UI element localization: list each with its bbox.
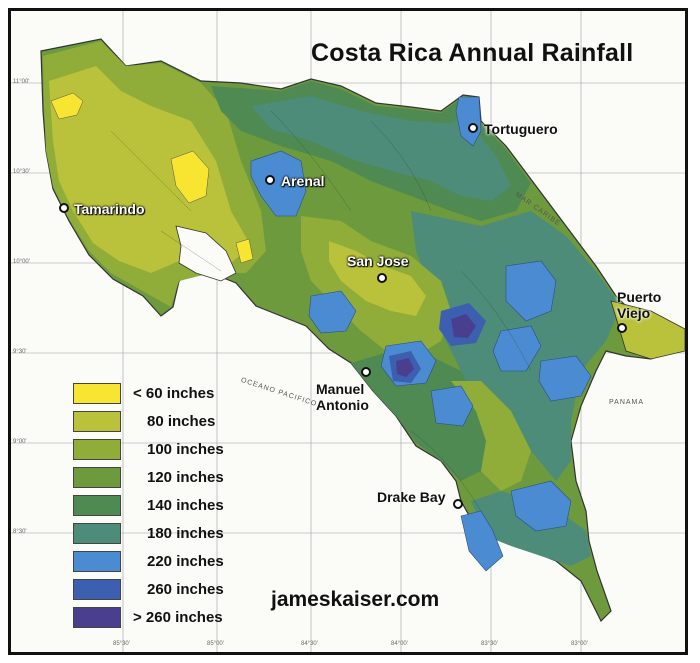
legend-label: 260 inches (147, 581, 224, 598)
zone-220-central-south (492, 325, 542, 372)
legend-swatch (73, 607, 121, 628)
lon-label: 84°00' (391, 641, 408, 647)
legend-label: 100 inches (147, 441, 224, 458)
city-marker-arenal[interactable] (265, 175, 275, 185)
lat-label: 10°00' (13, 259, 30, 265)
city-marker-drake-bay[interactable] (453, 499, 463, 509)
legend-swatch (73, 551, 121, 572)
legend-row: 180 inches (73, 523, 293, 545)
legend-label: 80 inches (147, 413, 216, 430)
panama-label: PANAMA (609, 399, 645, 406)
city-marker-puerto-viejo[interactable] (617, 323, 627, 333)
zone-220-tortuguero (455, 96, 482, 147)
map-title: Costa Rica Annual Rainfall (311, 39, 634, 67)
rivers (110, 110, 532, 512)
city-label-tortuguero: Tortuguero (484, 121, 558, 137)
lat-label: 11°00' (13, 79, 30, 85)
legend-swatch (73, 383, 121, 404)
zone-220-talamanca (538, 355, 592, 402)
zone-180-north (251, 96, 511, 201)
zone-220-golfito (510, 480, 572, 532)
legend-label: 140 inches (147, 497, 224, 514)
legend-swatch (73, 579, 121, 600)
city-label-puerto-viejo: Puerto Viejo (617, 289, 662, 321)
panama-coast (610, 300, 685, 360)
zone-220-east (505, 260, 557, 322)
zone-220-arenal (250, 150, 307, 217)
zone-60-nicoya-gulf (235, 238, 254, 264)
lon-label: 83°30' (481, 641, 498, 647)
zone-80-northwest (49, 66, 251, 273)
legend-swatch (73, 439, 121, 460)
legend-label: 120 inches (147, 469, 224, 486)
zone-180-osa (471, 491, 591, 566)
city-marker-manuel-antonio[interactable] (361, 367, 371, 377)
zone-60-liberia (170, 150, 210, 204)
zone-over260-chirripo (451, 314, 476, 338)
lon-label: 85°30' (113, 641, 130, 647)
legend-row: 220 inches (73, 551, 293, 573)
city-marker-tamarindo[interactable] (59, 203, 69, 213)
map-frame: Costa Rica Annual Rainfall MAR CARIBE OC… (8, 8, 688, 655)
city-label-manuel-antonio: Manuel Antonio (316, 381, 369, 413)
city-label-drake-bay: Drake Bay (377, 489, 446, 505)
website-credit: jameskaiser.com (271, 588, 440, 611)
legend-row: < 60 inches (73, 383, 293, 405)
lon-label: 85°00' (207, 641, 224, 647)
legend-swatch (73, 411, 121, 432)
legend-label: 180 inches (147, 525, 224, 542)
city-label-arenal: Arenal (281, 173, 325, 189)
lon-label: 83°00' (571, 641, 588, 647)
zone-60-tamarindo-north (50, 92, 84, 120)
legend-row: 140 inches (73, 495, 293, 517)
legend-label: 220 inches (147, 553, 224, 570)
city-marker-tortuguero[interactable] (468, 123, 478, 133)
legend-label: > 260 inches (133, 609, 223, 626)
legend-row: 80 inches (73, 411, 293, 433)
legend-swatch (73, 495, 121, 516)
zone-220-quepos (308, 290, 357, 334)
legend-swatch (73, 467, 121, 488)
legend-row: 100 inches (73, 439, 293, 461)
zone-over260-south (396, 358, 414, 377)
lat-label: 8°30' (13, 529, 27, 535)
legend-row: 120 inches (73, 467, 293, 489)
zone-100-south (451, 381, 531, 491)
lat-label: 9°30' (13, 349, 27, 355)
city-label-tamarindo: Tamarindo (74, 201, 145, 217)
rainfall-map (11, 11, 685, 652)
legend-row: 260 inches (73, 579, 293, 601)
zone-220-south-mid (430, 385, 474, 427)
legend-row: > 260 inches (73, 607, 293, 629)
lat-label: 10°30' (13, 169, 30, 175)
lon-label: 84°30' (301, 641, 318, 647)
legend-label: < 60 inches (133, 385, 215, 402)
city-marker-san-jose[interactable] (377, 273, 387, 283)
city-label-san-jose: San Jose (347, 253, 409, 269)
legend-swatch (73, 523, 121, 544)
lat-label: 9°00' (13, 439, 27, 445)
gulf-of-nicoya (175, 225, 237, 282)
